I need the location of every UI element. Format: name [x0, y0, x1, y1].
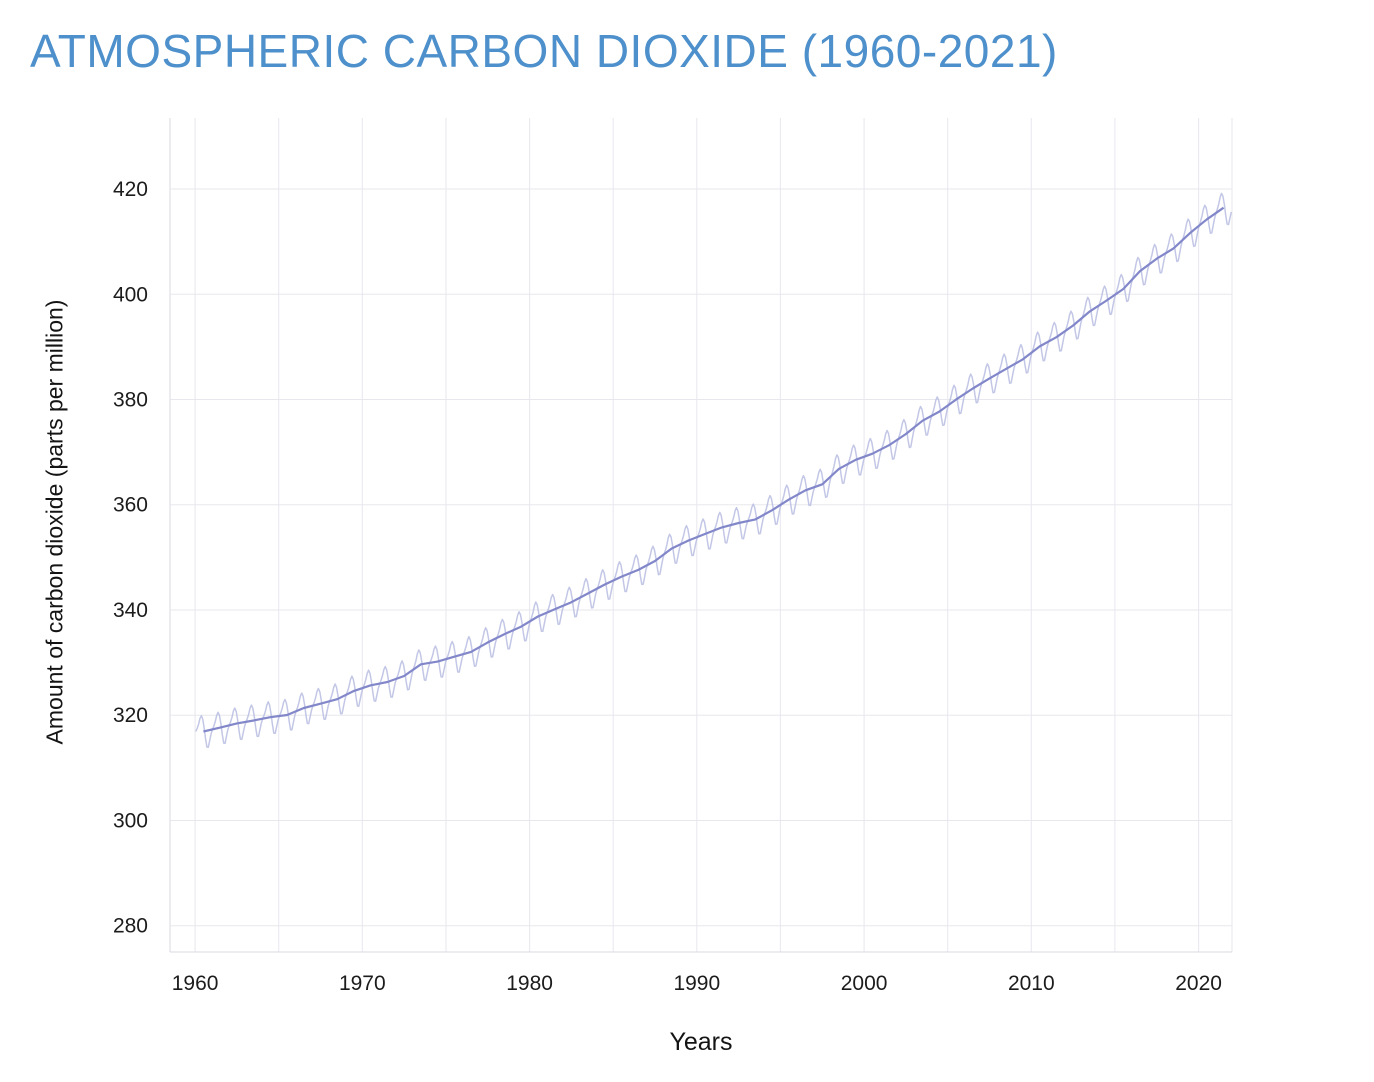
y-tick-label: 280 — [113, 915, 148, 938]
x-tick-label: 1990 — [673, 972, 720, 995]
gridlines — [169, 118, 1233, 953]
x-tick-label: 2020 — [1175, 972, 1222, 995]
x-tick-label: 2000 — [841, 972, 888, 995]
x-tick-label: 1960 — [172, 972, 219, 995]
y-tick-label: 360 — [113, 494, 148, 517]
x-axis-label: Years — [669, 1028, 733, 1056]
x-tick-labels: 1960 1970 1980 1990 2000 2010 2020 — [172, 972, 1222, 995]
seasonal-co2-line — [195, 192, 1233, 748]
x-tick-label: 1980 — [506, 972, 553, 995]
x-tick-label: 1970 — [339, 972, 386, 995]
y-tick-label: 420 — [113, 178, 148, 201]
y-tick-label: 380 — [113, 389, 148, 412]
trend-co2-line — [203, 206, 1225, 733]
x-tick-label: 2010 — [1008, 972, 1055, 995]
y-tick-label: 300 — [113, 810, 148, 833]
y-tick-label: 340 — [113, 599, 148, 622]
y-tick-labels: 280 300 320 340 360 380 400 420 — [113, 178, 148, 938]
y-tick-label: 320 — [113, 704, 148, 727]
y-axis-label: Amount of carbon dioxide (parts per mill… — [41, 299, 68, 745]
chart-title: ATMOSPHERIC CARBON DIOXIDE (1960-2021) — [30, 25, 1058, 77]
y-tick-label: 400 — [113, 283, 148, 306]
